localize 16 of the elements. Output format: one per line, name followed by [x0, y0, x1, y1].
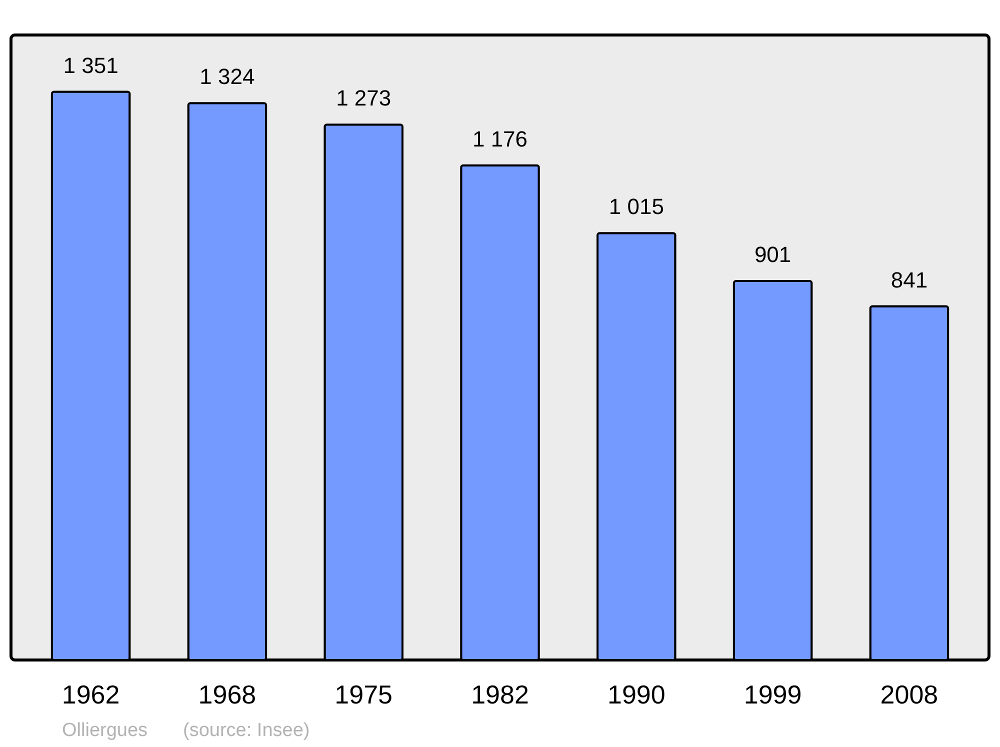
data-label: 901	[754, 242, 792, 268]
data-label: 1 351	[63, 52, 118, 78]
x-tick-label: 2008	[880, 680, 938, 710]
data-label: 1 176	[472, 126, 528, 152]
data-label: 1 273	[336, 86, 392, 111]
text: (source: Insee)	[183, 720, 310, 741]
x-tick-label: 1962	[62, 680, 120, 710]
x-tick-label: 1982	[471, 680, 529, 710]
data-label: 841	[890, 267, 928, 292]
data-label: 1 324	[200, 64, 255, 90]
x-tick-label: 1968	[198, 680, 256, 710]
x-tick-label: 1990	[607, 680, 666, 710]
data-label: 1 015	[608, 194, 664, 220]
x-tick-label: 1975	[334, 680, 393, 710]
x-tick-label: 1999	[744, 680, 802, 710]
text: Olliergues	[62, 720, 148, 741]
